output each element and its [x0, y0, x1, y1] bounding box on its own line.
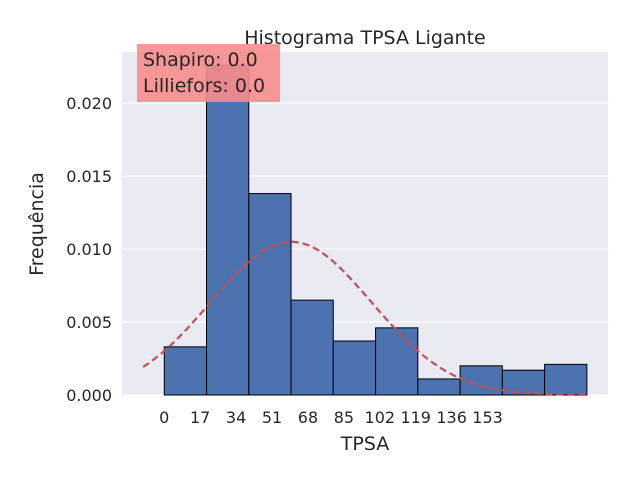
annotation-shapiro: Shapiro: 0.0 — [143, 49, 258, 71]
y-tick-label: 0.000 — [66, 386, 112, 405]
y-tick-label: 0.010 — [66, 240, 112, 259]
x-tick-label: 153 — [472, 408, 503, 427]
histogram-bar — [248, 193, 292, 396]
x-tick-label: 68 — [298, 408, 318, 427]
y-tick-labels: 0.000 0.005 0.010 0.015 0.020 — [66, 94, 112, 405]
histogram-bar — [206, 64, 250, 396]
x-tick-label: 119 — [400, 408, 431, 427]
x-tick-label: 136 — [436, 408, 467, 427]
x-tick-labels: 0 17 34 51 68 85 102 119 136 153 — [159, 408, 503, 427]
histogram-bar — [417, 378, 461, 396]
histogram-bar — [163, 346, 208, 396]
chart-title: Histograma TPSA Ligante — [244, 27, 486, 49]
x-tick-label: 17 — [190, 408, 210, 427]
plot-background — [122, 52, 608, 395]
histogram-bar — [332, 340, 377, 396]
y-axis-label: Frequência — [26, 172, 48, 276]
normality-annotation: Shapiro: 0.0 Lilliefors: 0.0 — [137, 44, 280, 102]
histogram-bar — [501, 369, 546, 396]
histogram-bar — [290, 299, 334, 396]
x-tick-label: 34 — [226, 408, 246, 427]
x-axis-label: TPSA — [340, 433, 389, 455]
normal-curve — [142, 240, 587, 396]
x-tick-label: 85 — [334, 408, 354, 427]
x-tick-label: 102 — [365, 408, 396, 427]
annotation-lilliefors: Lilliefors: 0.0 — [143, 75, 265, 97]
y-tick-label: 0.015 — [66, 167, 112, 186]
annotation-box — [137, 44, 280, 102]
histogram-bar — [459, 365, 503, 396]
x-tick-label: 51 — [262, 408, 282, 427]
y-tick-label: 0.020 — [66, 94, 112, 113]
histogram-bar — [544, 363, 588, 396]
histogram-bars — [163, 64, 588, 396]
y-tick-label: 0.005 — [66, 313, 112, 332]
x-tick-label: 0 — [159, 408, 169, 427]
histogram-bar — [375, 327, 419, 396]
